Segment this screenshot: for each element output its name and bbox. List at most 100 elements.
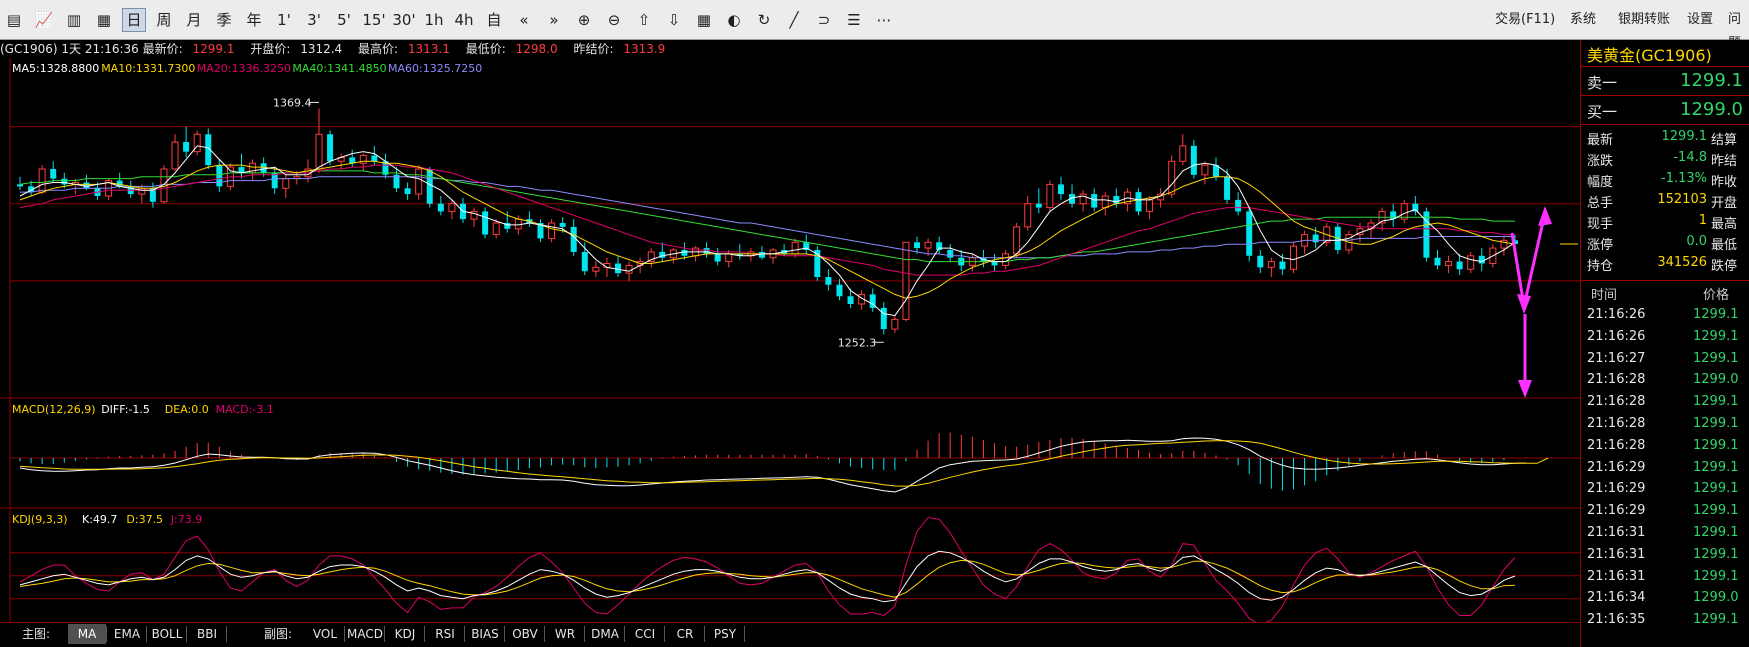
candle-body [17,184,23,187]
compass-icon[interactable]: ◐ [727,11,741,29]
candle-body [1146,199,1154,212]
low-price-value: 1298.0 [515,42,558,56]
candle-body [38,168,46,193]
latest-price-value: 1299.1 [192,42,235,56]
tab-sub-cr[interactable]: CR [676,627,694,641]
stat-label: 持仓 [1587,259,1614,274]
legend-macd_legend-1: DIFF:-1.5 [101,403,150,416]
list-icon[interactable]: ☰ [847,11,861,29]
period-button-16[interactable]: 自 [486,11,502,29]
sell-price: 1299.1 [1680,70,1743,91]
ma60-line [20,176,1515,259]
candle-body [437,203,444,212]
tick-time: 21:16:27 [1587,350,1646,366]
candle-body [1013,226,1021,255]
refresh-icon[interactable]: ↻ [757,11,771,29]
period-label: 1天 [61,42,82,56]
tab-separator [226,626,227,642]
table-view-icon[interactable]: ▤ [6,11,22,29]
tab-separator [186,626,187,642]
indicator-tab-bar: 主图: MA EMA BOLL BBI 副图: VOL MACD KDJ RSI BIAS OBV WR… [0,622,1580,645]
tab-main-ma[interactable]: MA [68,624,106,644]
period-button-4[interactable]: 日 [122,8,146,32]
grid-icon[interactable]: ▦ [696,11,712,29]
candle-body [1279,261,1286,270]
stat-right-label: 最低 [1711,238,1738,253]
tab-sub-psy[interactable]: PSY [713,627,737,641]
draw-line-icon[interactable]: ╱ [789,11,799,29]
period-button-5[interactable]: 周 [156,11,172,29]
period-button-14[interactable]: 1h [424,11,444,29]
tab-sub-cci[interactable]: CCI [634,627,656,641]
candle-body [271,172,278,189]
legend-macd_legend-2: DEA:0.0 [165,403,209,416]
candlestick-icon[interactable]: ▥ [66,11,82,29]
candle-body [1267,261,1275,268]
macd-dea-line [19,440,1549,487]
candle-body [492,222,500,236]
stat-label: 涨跌 [1587,154,1614,169]
period-button-7[interactable]: 季 [216,11,232,29]
arrow-down-icon[interactable]: ⇩ [667,11,681,29]
tab-main-boll[interactable]: BOLL [151,627,183,641]
tab-sub-kdj[interactable]: KDJ [394,627,416,641]
scroll-left-icon[interactable]: « [519,11,529,29]
stat-label: 现手 [1587,217,1614,232]
candle-body [836,284,843,297]
period-button-8[interactable]: 年 [246,11,262,29]
macd-diff-line [19,437,1527,493]
menu-item-4[interactable]: 问题 [1728,12,1742,51]
candle-body [1400,203,1408,220]
candle-body [581,251,588,272]
tab-sub-dma[interactable]: DMA [591,627,619,641]
candle-body [482,211,489,235]
menu-item-0[interactable]: 交易(F11) [1495,12,1556,27]
more-icon[interactable]: ⋯ [876,11,892,29]
candle-body [514,218,522,230]
tab-sub-vol[interactable]: VOL [312,627,338,641]
tick-time: 21:16:28 [1587,394,1646,410]
tab-main-ema[interactable]: EMA [113,627,141,641]
candle-body [1091,194,1098,208]
main-indicator-label: 主图: [21,627,51,641]
zoom-in-icon[interactable]: ⊕ [577,11,591,29]
candle-body [349,157,356,164]
period-button-13[interactable]: 30' [392,11,416,29]
candle-body [803,242,810,250]
tab-sub-rsi[interactable]: RSI [435,627,455,641]
tick-price: 1299.1 [1693,307,1739,322]
menu-item-2[interactable]: 银期转账 [1618,12,1671,27]
candle-body [1201,164,1209,176]
bar-view-icon[interactable]: ▦ [96,11,112,29]
legend-kdj_legend-0: KDJ(9,3,3) [12,513,68,526]
scroll-right-icon[interactable]: » [549,11,559,29]
candle-body [703,248,710,254]
tab-main-bbi[interactable]: BBI [196,627,217,641]
line-chart-icon[interactable]: 📈 [34,11,54,29]
ticks-time-header: 时间 [1591,288,1618,303]
tab-sub-wr[interactable]: WR [554,627,576,641]
menu-item-1[interactable]: 系统 [1570,12,1597,27]
period-button-12[interactable]: 15' [362,11,386,29]
menu-item-3[interactable]: 设置 [1687,12,1714,27]
candle-body [216,165,223,187]
tab-sub-macd[interactable]: MACD [347,627,383,641]
zoom-out-icon[interactable]: ⊖ [607,11,621,29]
toolbar: ▤ 📈 ▥ ▦ 日周月季年 1' 3' 5' 15' 30' 1h 4h 自 « » ⊕ ⊖ ⇧ ⇩ ▦ ◐ ↻ ╱ ⊃ ☰ ⋯ 交… [0,0,1749,51]
candle-body [570,226,577,252]
candle-body [537,223,544,239]
candle-body [448,203,456,212]
arc-icon[interactable]: ⊃ [817,11,831,29]
tab-separator [704,626,705,642]
tab-sub-bias[interactable]: BIAS [471,627,499,641]
tab-separator [424,626,425,642]
tab-sub-obv[interactable]: OBV [512,627,538,641]
period-button-10[interactable]: 3' [307,11,321,29]
period-button-11[interactable]: 5' [337,11,351,29]
arrow-up-icon[interactable]: ⇧ [637,11,651,29]
period-button-9[interactable]: 1' [277,11,291,29]
candle-body [1069,194,1076,204]
period-button-15[interactable]: 4h [454,11,474,29]
period-button-6[interactable]: 月 [186,11,202,29]
